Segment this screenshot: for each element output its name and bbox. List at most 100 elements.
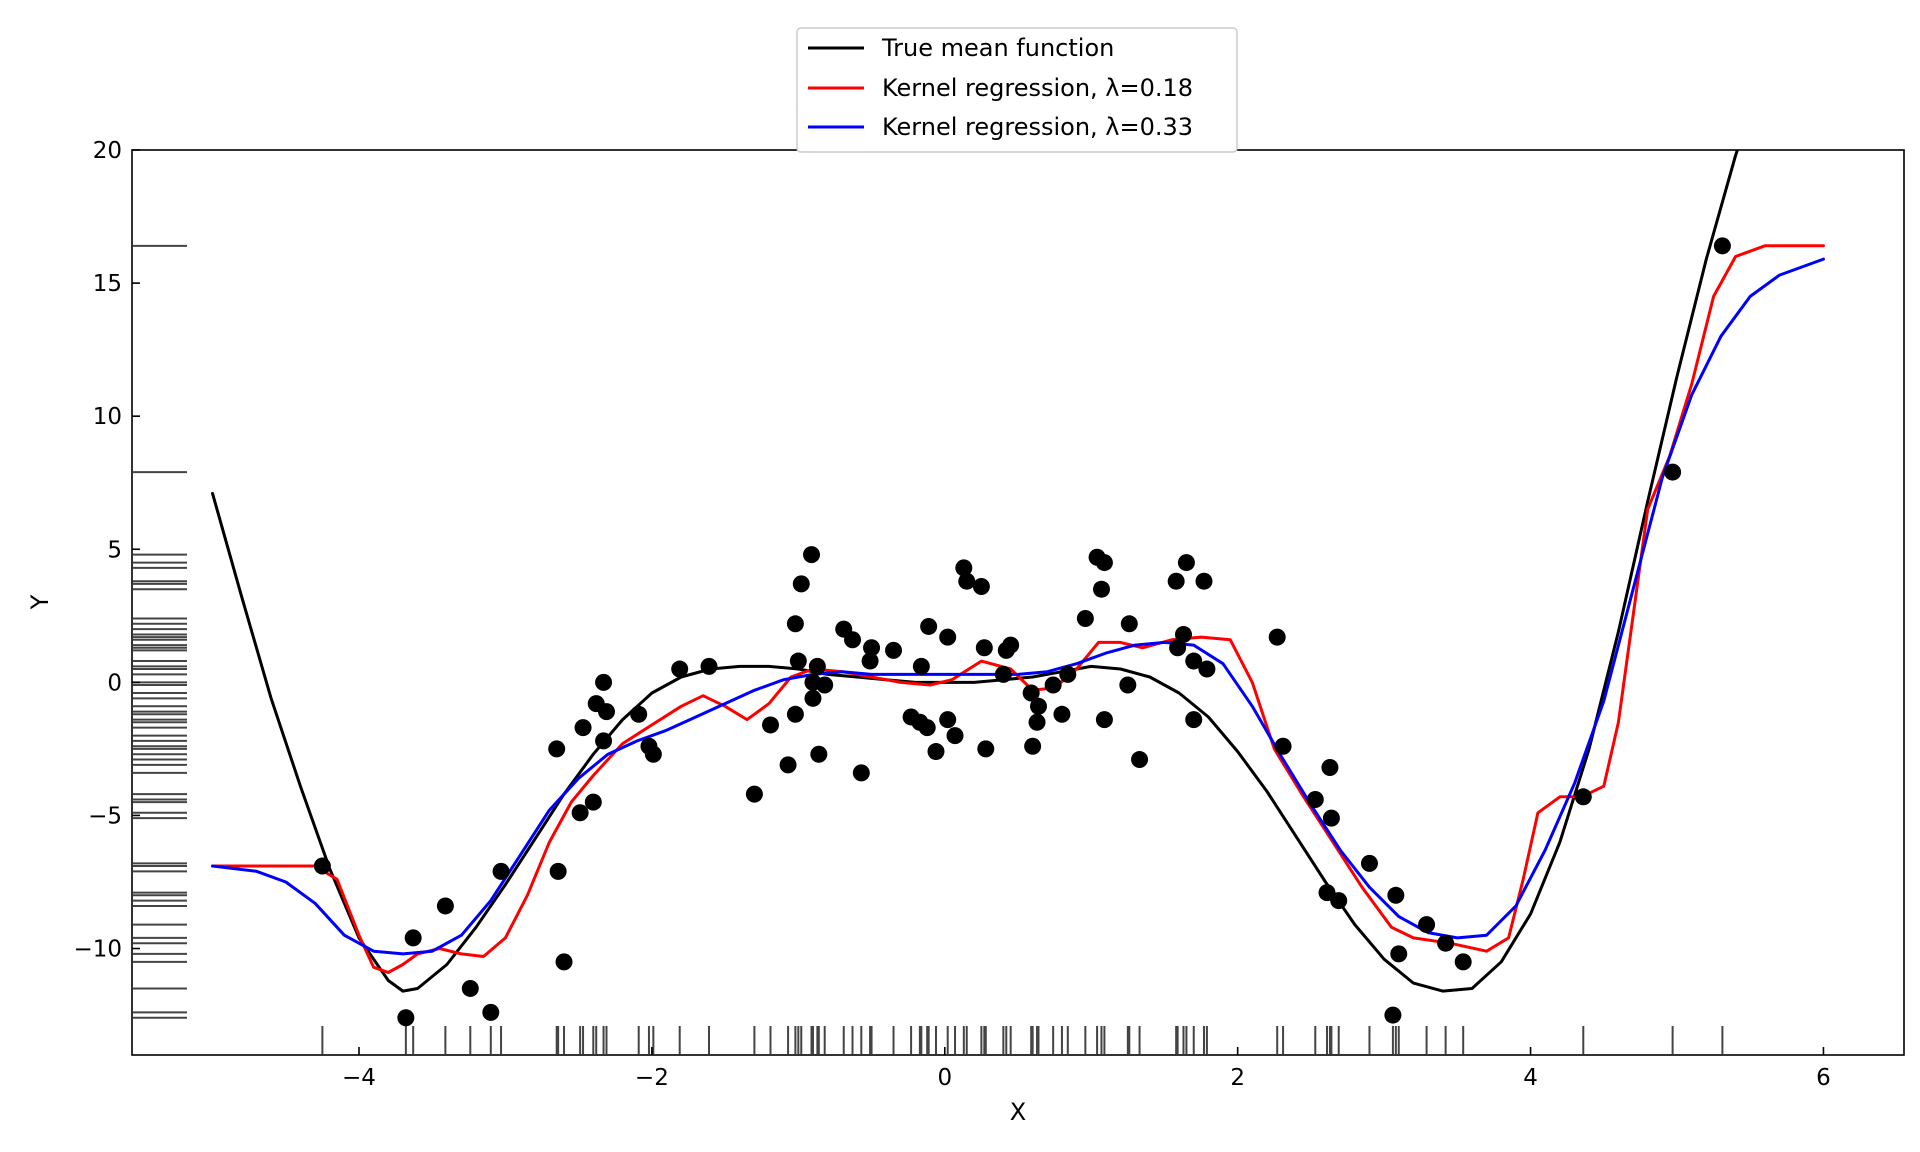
data-point-2 xyxy=(404,929,422,947)
data-point-34 xyxy=(816,676,834,694)
data-point-74 xyxy=(1169,639,1187,657)
data-point-87 xyxy=(1330,892,1348,910)
data-point-17 xyxy=(630,705,648,723)
data-point-58 xyxy=(1022,684,1040,702)
y-tick-label-6: 20 xyxy=(93,138,122,164)
data-point-36 xyxy=(844,631,862,649)
data-point-88 xyxy=(1360,854,1378,872)
data-point-20 xyxy=(671,660,689,678)
data-point-57 xyxy=(1002,636,1020,654)
x-tick-label-4: 4 xyxy=(1523,1065,1538,1091)
data-point-21 xyxy=(700,657,718,675)
data-point-46 xyxy=(927,743,945,761)
data-point-7 xyxy=(548,740,566,758)
data-point-15 xyxy=(595,732,613,750)
data-point-50 xyxy=(955,559,973,577)
data-point-82 xyxy=(1274,737,1292,755)
data-point-86 xyxy=(1322,809,1340,827)
data-point-95 xyxy=(1574,788,1592,806)
data-point-29 xyxy=(803,546,821,564)
data-point-76 xyxy=(1177,554,1195,572)
data-point-64 xyxy=(1059,665,1077,683)
data-point-96 xyxy=(1664,463,1682,481)
data-point-85 xyxy=(1321,759,1339,777)
data-point-49 xyxy=(946,727,964,745)
y-tick-label-0: −10 xyxy=(73,937,122,963)
data-point-0 xyxy=(313,857,331,875)
data-point-55 xyxy=(994,665,1012,683)
x-axis: −4 −2 0 2 4 6 xyxy=(342,1047,1831,1091)
data-point-90 xyxy=(1387,886,1405,904)
y-tick-label-2: 0 xyxy=(107,670,122,696)
data-point-27 xyxy=(789,652,807,670)
data-point-22 xyxy=(745,785,763,803)
plot-area xyxy=(131,149,1905,1056)
kernel-regression-018-line xyxy=(211,244,1825,974)
data-point-94 xyxy=(1454,953,1472,971)
data-point-92 xyxy=(1418,916,1436,934)
data-point-43 xyxy=(912,657,930,675)
data-point-93 xyxy=(1437,934,1455,952)
data-point-24 xyxy=(779,756,797,774)
data-point-11 xyxy=(574,719,592,737)
data-point-62 xyxy=(1044,676,1062,694)
data-point-48 xyxy=(939,711,957,729)
data-point-97 xyxy=(1713,237,1731,255)
data-point-19 xyxy=(644,745,662,763)
legend-label-true-mean: True mean function xyxy=(881,34,1114,62)
data-point-73 xyxy=(1167,572,1185,590)
y-rug xyxy=(133,244,187,1019)
data-point-70 xyxy=(1119,676,1137,694)
data-point-4 xyxy=(461,979,479,997)
data-point-40 xyxy=(885,641,903,659)
data-point-38 xyxy=(861,652,879,670)
data-point-14 xyxy=(595,673,613,691)
data-point-60 xyxy=(1028,713,1046,731)
data-point-91 xyxy=(1390,945,1408,963)
data-point-45 xyxy=(920,617,938,635)
legend-label-kernel-018: Kernel regression, λ=0.18 xyxy=(882,74,1193,102)
true-mean-line xyxy=(211,150,1740,993)
data-point-68 xyxy=(1095,554,1113,572)
kernel-regression-033-line xyxy=(211,257,1825,956)
data-point-44 xyxy=(918,719,936,737)
legend-box xyxy=(796,27,1238,153)
y-axis: −10 −5 0 5 10 15 20 xyxy=(73,138,140,963)
data-point-51 xyxy=(958,572,976,590)
x-tick-label-5: 6 xyxy=(1816,1065,1831,1091)
data-point-8 xyxy=(549,862,567,880)
data-point-3 xyxy=(436,897,454,915)
data-points xyxy=(313,237,1731,1027)
data-point-89 xyxy=(1384,1006,1402,1024)
data-point-78 xyxy=(1185,711,1203,729)
y-tick-label-1: −5 xyxy=(88,803,122,829)
data-point-59 xyxy=(1024,737,1042,755)
data-point-52 xyxy=(972,578,990,596)
x-tick-label-2: 0 xyxy=(937,1065,952,1091)
data-point-33 xyxy=(810,745,828,763)
legend: True mean function Kernel regression, λ=… xyxy=(796,27,1238,153)
data-point-47 xyxy=(939,628,957,646)
data-point-5 xyxy=(482,1003,500,1021)
x-tick-label-3: 2 xyxy=(1230,1065,1245,1091)
legend-label-kernel-033: Kernel regression, λ=0.33 xyxy=(882,113,1193,141)
y-tick-label-3: 5 xyxy=(107,537,122,563)
data-point-63 xyxy=(1053,705,1071,723)
y-axis-label: Y xyxy=(26,594,54,610)
data-point-79 xyxy=(1195,572,1213,590)
data-point-72 xyxy=(1131,751,1149,769)
data-point-80 xyxy=(1198,660,1216,678)
data-point-53 xyxy=(975,639,993,657)
x-tick-label-0: −4 xyxy=(342,1065,376,1091)
curves xyxy=(211,150,1825,993)
data-point-77 xyxy=(1185,652,1203,670)
data-point-75 xyxy=(1174,625,1192,643)
data-point-65 xyxy=(1076,609,1094,627)
data-point-81 xyxy=(1268,628,1286,646)
data-point-67 xyxy=(1092,580,1110,598)
x-tick-label-1: −2 xyxy=(635,1065,669,1091)
data-point-31 xyxy=(804,689,822,707)
data-point-39 xyxy=(863,639,881,657)
data-point-71 xyxy=(1120,615,1138,633)
